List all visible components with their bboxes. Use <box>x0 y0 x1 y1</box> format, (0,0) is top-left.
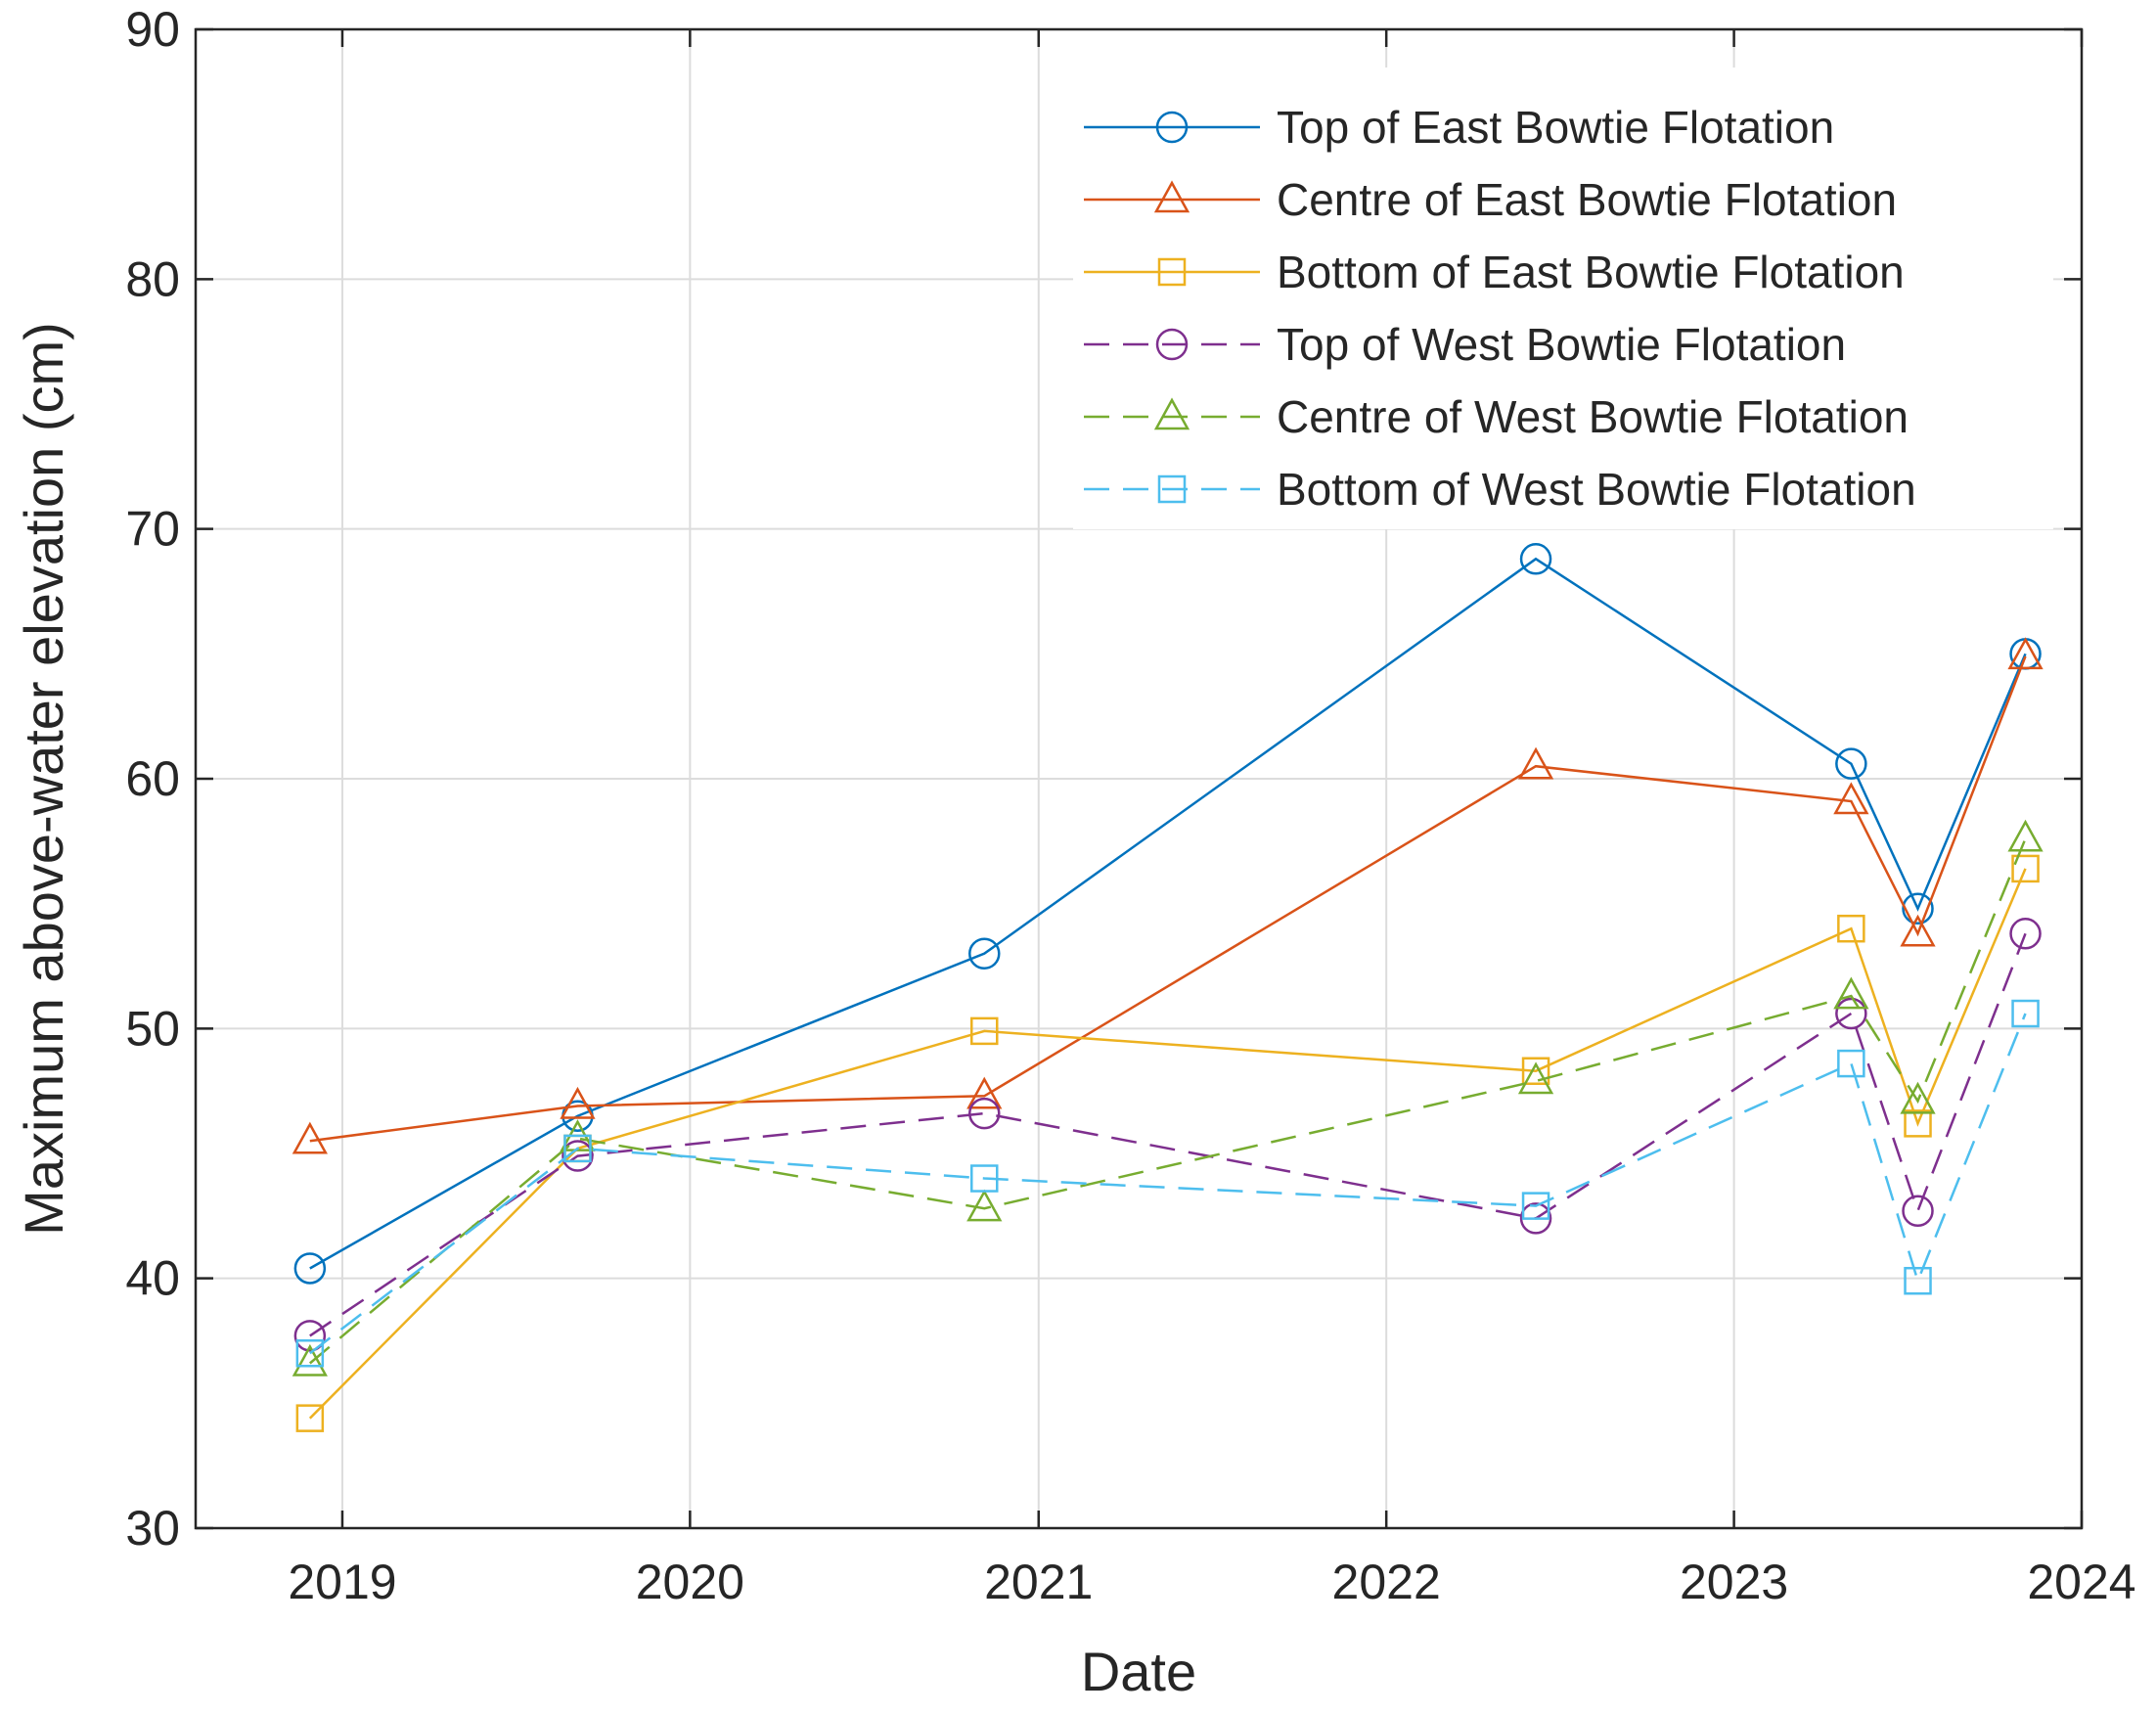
data-point-circle <box>1519 1202 1552 1235</box>
data-point-triangle <box>2007 819 2044 852</box>
legend-marker-circle <box>1155 111 1189 144</box>
data-point-square <box>295 1339 325 1368</box>
y-tick-label: 80 <box>125 251 180 306</box>
data-point-circle <box>2009 918 2042 950</box>
data-point-circle <box>293 1320 327 1352</box>
legend-item-3: Bottom of East Bowtie Flotation <box>1084 247 1905 297</box>
data-point-triangle <box>1900 1081 1936 1114</box>
data-point-triangle <box>560 1086 596 1119</box>
x-tick-label: 2021 <box>984 1555 1093 1609</box>
data-point-circle <box>561 1140 594 1172</box>
data-point-square <box>1904 1266 1932 1295</box>
legend-item-5: Centre of West Bowtie Flotation <box>1084 391 1909 442</box>
x-tick-label: 2022 <box>1332 1555 1441 1609</box>
data-point-triangle <box>2007 637 2044 670</box>
series-line <box>309 557 2027 1270</box>
legend-marker-square <box>1157 474 1187 504</box>
x-tick-label: 2019 <box>288 1555 396 1609</box>
legend-marker-circle <box>1155 328 1189 361</box>
legend-item-1: Top of East Bowtie Flotation <box>1084 102 1834 153</box>
legend-label: Bottom of West Bowtie Flotation <box>1277 464 1916 515</box>
legend-label: Centre of East Bowtie Flotation <box>1277 174 1897 225</box>
x-axis-title: Date <box>1081 1641 1196 1702</box>
legend-item-2: Centre of East Bowtie Flotation <box>1084 174 1897 225</box>
data-point-square <box>970 1164 999 1193</box>
series-layer <box>292 543 2044 1432</box>
data-point-circle <box>968 937 1001 970</box>
y-axis-title: Maximum above-water elevation (cm) <box>13 322 74 1236</box>
legend-item-4: Top of West Bowtie Flotation <box>1084 319 1846 370</box>
x-tick-label: 2020 <box>636 1555 744 1609</box>
x-tick-label: 2024 <box>2027 1555 2135 1609</box>
y-tick-label: 40 <box>125 1251 180 1306</box>
series-line <box>308 837 2027 1365</box>
legend-label: Bottom of East Bowtie Flotation <box>1277 247 1905 297</box>
data-point-triangle <box>1517 746 1554 780</box>
y-tick-label: 30 <box>125 1501 180 1556</box>
y-tick-label: 90 <box>125 2 180 57</box>
legend-marker-triangle <box>1153 180 1190 213</box>
series-6 <box>295 999 2040 1368</box>
legend-box <box>1073 68 2053 529</box>
x-tick-label: 2023 <box>1680 1555 1788 1609</box>
data-point-triangle <box>1833 976 1869 1010</box>
y-tick-label: 70 <box>125 502 180 557</box>
legend-label: Top of West Bowtie Flotation <box>1277 319 1846 370</box>
series-2 <box>292 637 2044 1154</box>
data-point-square <box>1837 1049 1865 1078</box>
ticks <box>196 27 2084 1530</box>
y-tick-label: 60 <box>125 751 180 806</box>
data-point-circle <box>1835 747 1867 780</box>
data-point-circle <box>1835 997 1867 1030</box>
data-point-triangle <box>292 1121 328 1154</box>
data-point-circle <box>1519 543 1552 575</box>
data-point-triangle <box>966 1076 1003 1109</box>
data-point-square <box>970 1016 999 1046</box>
series-line <box>309 1013 2027 1355</box>
data-point-triangle <box>1900 914 1936 947</box>
tick-labels: 2019 2020 2021 2022 2023 2024 30 40 50 60 70 80 90 <box>125 2 2135 1609</box>
data-point-square <box>1837 914 1865 943</box>
data-point-triangle <box>292 1343 328 1377</box>
series-line <box>309 655 2027 1143</box>
legend-marker-triangle <box>1153 397 1190 430</box>
legend-item-6: Bottom of West Bowtie Flotation <box>1084 464 1916 515</box>
legend-label: Centre of West Bowtie Flotation <box>1277 391 1909 442</box>
data-point-square <box>2011 999 2040 1028</box>
data-point-square <box>1904 1109 1932 1138</box>
legend: Top of East Bowtie Flotation Centre of Ea… <box>1073 68 2053 529</box>
data-point-square <box>1521 1057 1550 1085</box>
data-point-square <box>563 1134 592 1163</box>
data-point-triangle <box>1517 1061 1554 1095</box>
data-point-triangle <box>966 1189 1003 1222</box>
legend-label: Top of East Bowtie Flotation <box>1277 102 1834 153</box>
data-point-square <box>2011 854 2040 883</box>
data-point-square <box>295 1404 325 1432</box>
data-point-circle <box>1902 892 1934 925</box>
y-tick-label: 50 <box>125 1001 180 1056</box>
data-point-circle <box>293 1252 327 1285</box>
data-point-square <box>1521 1192 1550 1220</box>
data-point-circle <box>1902 1195 1934 1227</box>
data-point-triangle <box>1833 782 1869 815</box>
data-point-circle <box>968 1097 1001 1130</box>
legend-marker-square <box>1157 257 1187 287</box>
